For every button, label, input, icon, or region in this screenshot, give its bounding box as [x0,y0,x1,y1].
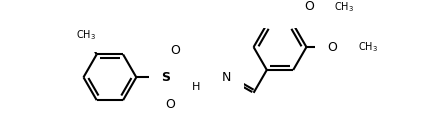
Text: CH$_3$: CH$_3$ [76,28,96,42]
Text: S: S [161,71,170,84]
Text: N: N [222,71,231,84]
Text: O: O [170,44,180,57]
Text: O: O [304,0,314,13]
Text: H: H [192,82,201,92]
Text: CH$_3$: CH$_3$ [358,40,378,54]
Text: CH$_3$: CH$_3$ [335,0,354,14]
Text: N: N [191,71,200,84]
Text: O: O [327,41,337,54]
Text: O: O [165,98,175,111]
